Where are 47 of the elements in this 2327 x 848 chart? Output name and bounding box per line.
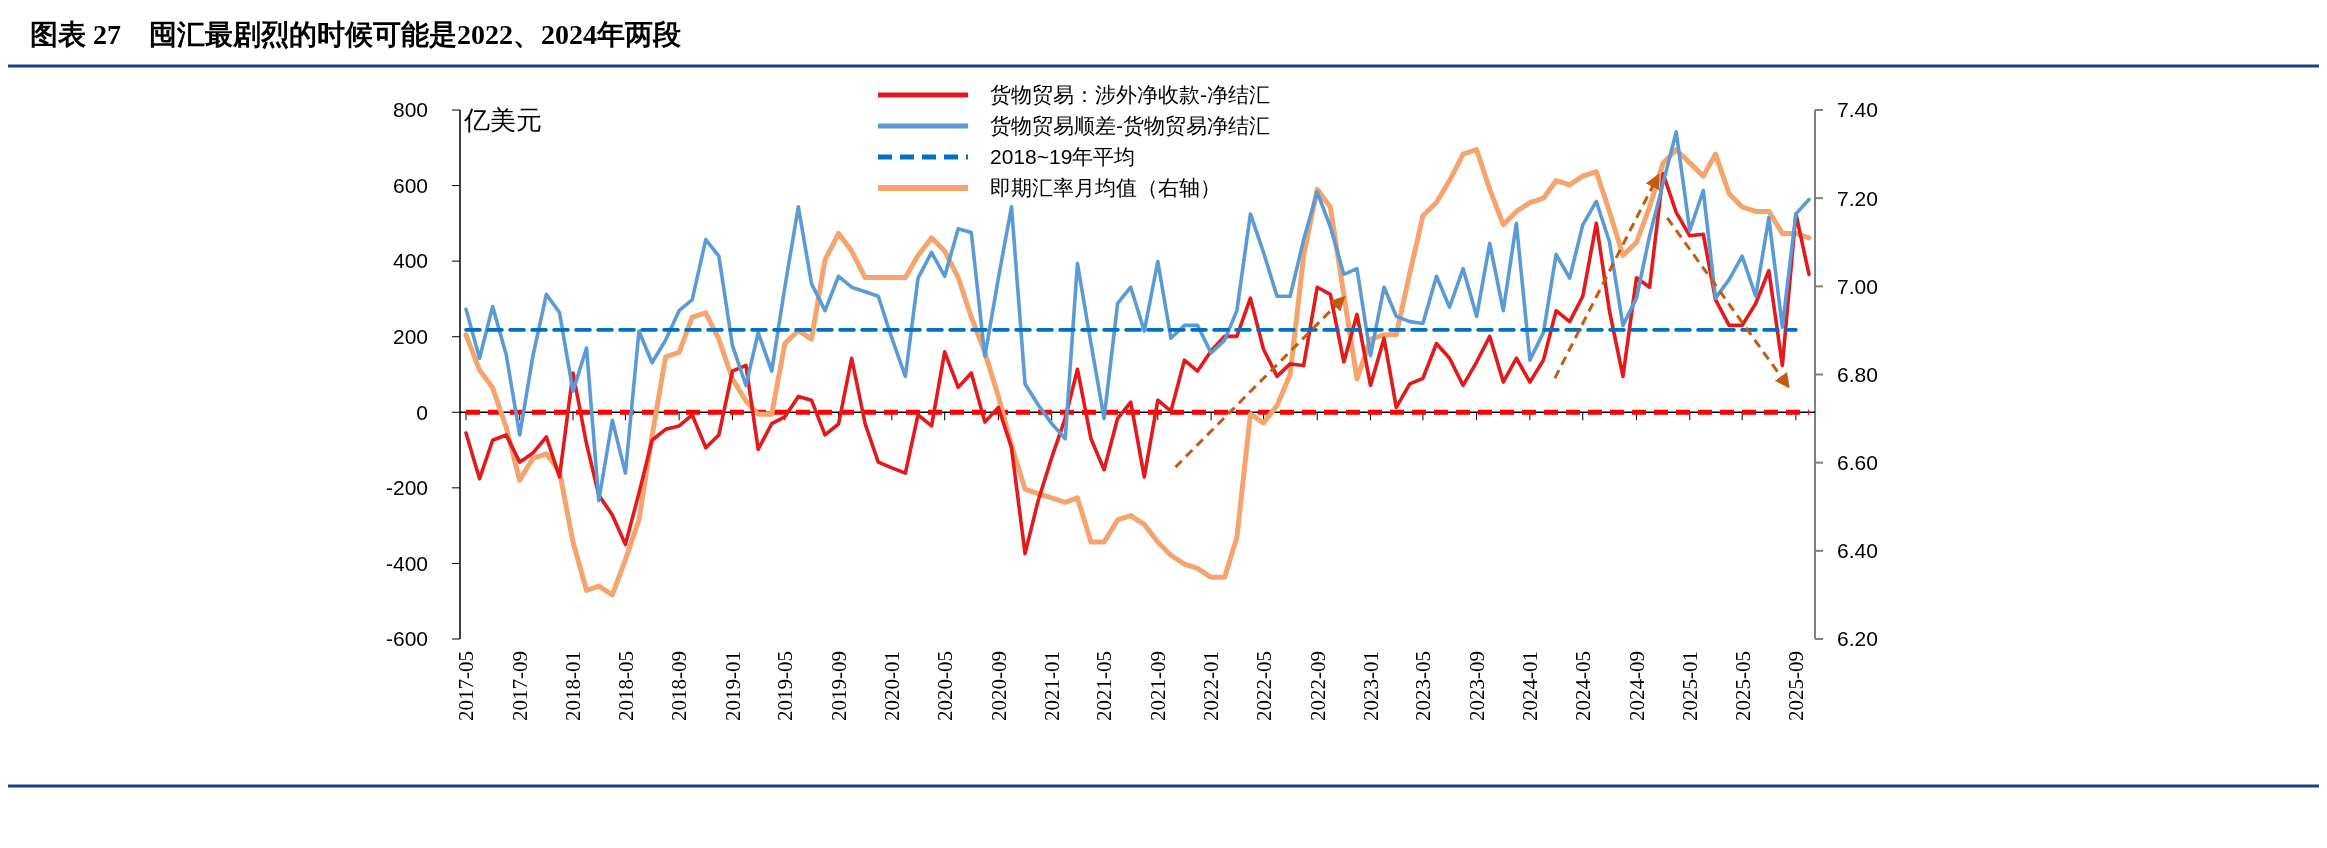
- x-tick-label: 2024-01: [1518, 651, 1543, 721]
- y-tick-label: -600: [385, 627, 428, 651]
- x-tick-label: 2020-09: [986, 651, 1011, 721]
- x-tick-label: 2020-01: [880, 651, 905, 721]
- y2-tick-label: 7.00: [1837, 274, 1878, 298]
- y-tick-label: 400: [392, 249, 428, 273]
- x-tick-label: 2021-09: [1146, 651, 1171, 721]
- x-tick-label: 2023-01: [1358, 651, 1383, 721]
- x-tick-label: 2025-05: [1730, 651, 1755, 721]
- chart-title: 图表 27 囤汇最剧烈的时候可能是2022、2024年两段: [30, 19, 682, 50]
- legend-label: 即期汇率月均值（右轴）: [990, 176, 1221, 200]
- x-tick-label: 2024-09: [1624, 651, 1649, 721]
- x-tick-label: 2023-09: [1464, 651, 1489, 721]
- x-tick-label: 2022-01: [1199, 651, 1224, 721]
- y-tick-label: 600: [392, 173, 428, 197]
- x-tick-label: 2025-09: [1784, 651, 1809, 721]
- x-tick-label: 2025-01: [1678, 651, 1703, 721]
- y2-tick-label: 7.40: [1837, 98, 1878, 122]
- x-tick-label: 2018-01: [561, 651, 586, 721]
- x-tick-label: 2022-05: [1251, 651, 1276, 721]
- x-tick-label: 2017-09: [508, 651, 533, 721]
- y-tick-label: 0: [416, 400, 428, 424]
- x-tick-label: 2019-09: [826, 651, 851, 721]
- x-tick-label: 2017-05: [454, 651, 479, 721]
- x-tick-label: 2019-05: [773, 651, 798, 721]
- y2-tick-label: 6.80: [1837, 362, 1878, 386]
- x-tick-label: 2018-05: [613, 651, 638, 721]
- y-tick-label: -200: [385, 476, 428, 500]
- x-tick-label: 2021-05: [1092, 651, 1117, 721]
- y-tick-label: -400: [385, 551, 428, 575]
- x-tick-label: 2023-05: [1411, 651, 1436, 721]
- x-tick-label: 2020-05: [933, 651, 958, 721]
- legend-label: 货物贸易顺差-货物贸易净结汇: [990, 114, 1270, 138]
- legend-label: 2018~19年平均: [990, 145, 1136, 169]
- x-tick-label: 2018-09: [667, 651, 692, 721]
- y-axis-title: 亿美元: [463, 105, 542, 136]
- y-tick-label: 800: [392, 98, 428, 122]
- x-tick-label: 2019-01: [720, 651, 745, 721]
- y2-tick-label: 6.60: [1837, 451, 1878, 475]
- legend-label: 货物贸易：涉外净收款-净结汇: [990, 83, 1270, 107]
- y2-tick-label: 6.40: [1837, 539, 1878, 563]
- y2-tick-label: 6.20: [1837, 627, 1878, 651]
- x-tick-label: 2022-09: [1305, 651, 1330, 721]
- x-tick-label: 2024-05: [1571, 651, 1596, 721]
- y2-tick-label: 7.20: [1837, 186, 1878, 210]
- y-tick-label: 200: [392, 325, 428, 349]
- x-tick-label: 2021-01: [1040, 651, 1065, 721]
